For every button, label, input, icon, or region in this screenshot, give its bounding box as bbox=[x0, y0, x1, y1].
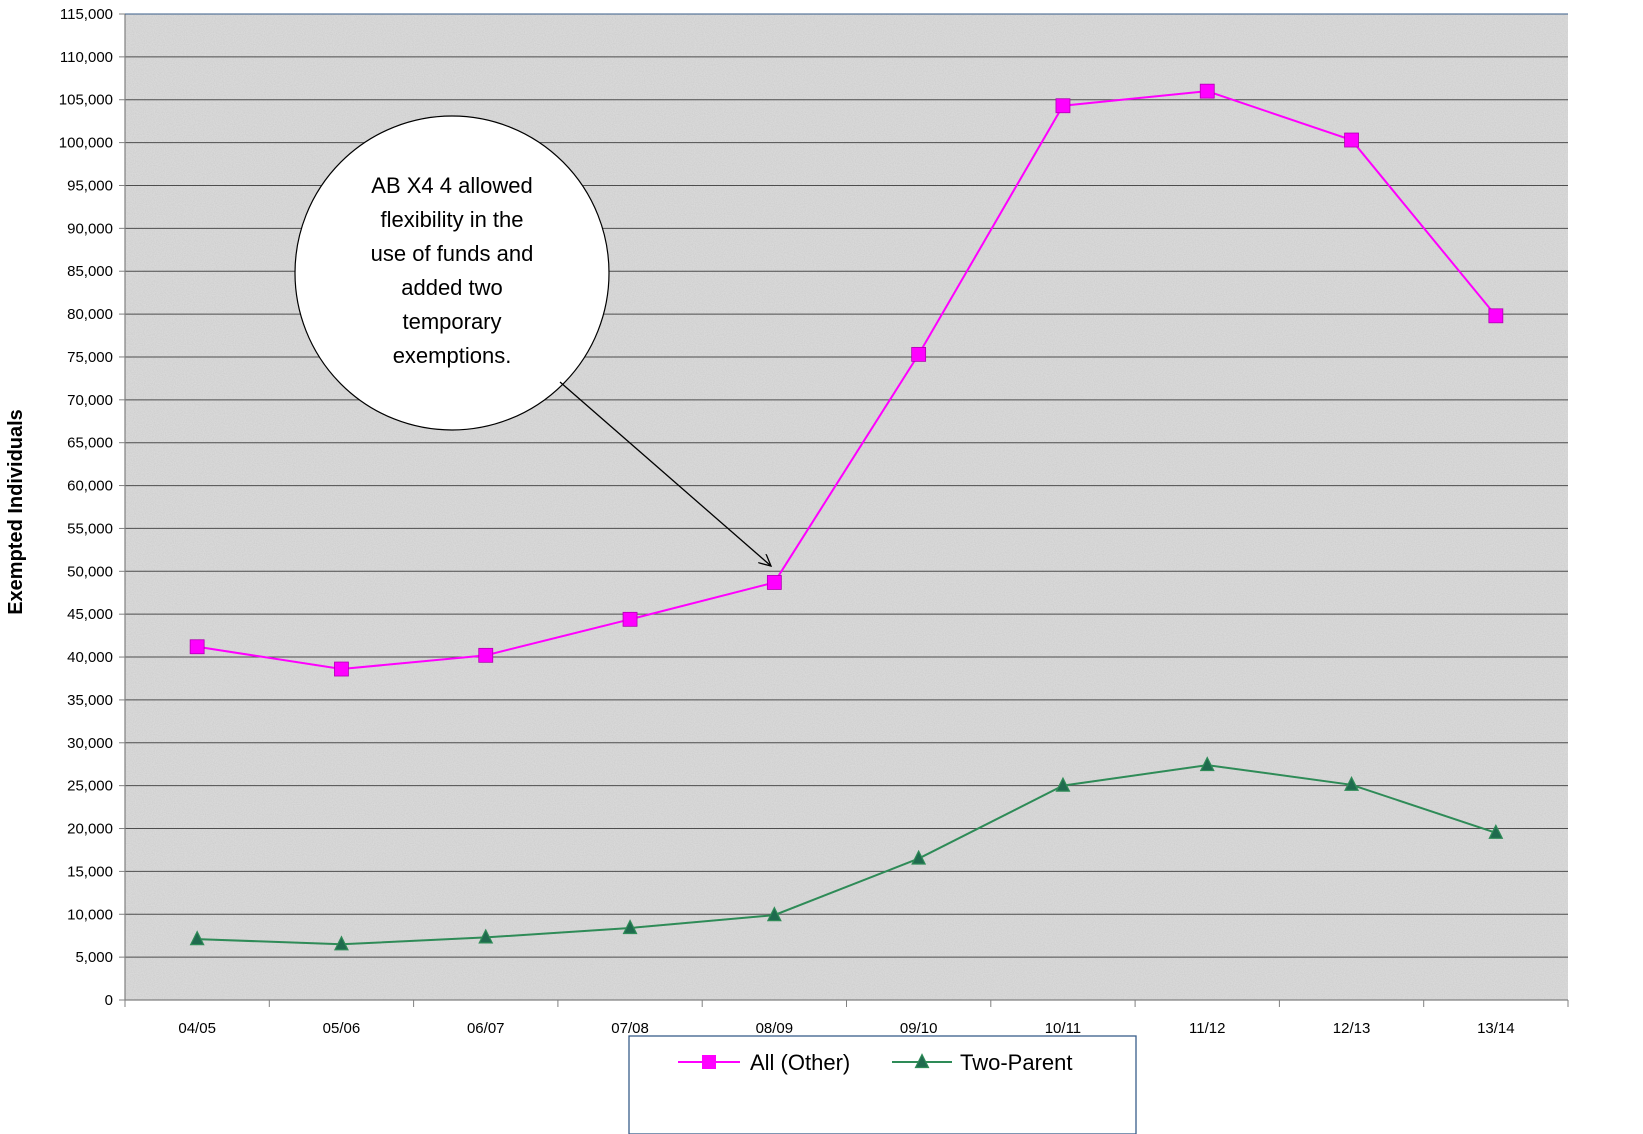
y-tick-label: 35,000 bbox=[67, 692, 113, 709]
data-point bbox=[766, 575, 782, 590]
legend-marker bbox=[914, 1053, 930, 1069]
y-tick-label: 85,000 bbox=[67, 263, 113, 280]
legend-label: All (Other) bbox=[750, 1050, 850, 1075]
callout-bubble bbox=[294, 115, 610, 431]
data-point bbox=[334, 661, 349, 677]
x-tick-label: 13/14 bbox=[1477, 1020, 1515, 1037]
x-tick-label: 11/12 bbox=[1189, 1020, 1225, 1037]
y-tick-label: 60,000 bbox=[67, 478, 113, 495]
y-tick-label: 70,000 bbox=[67, 392, 113, 409]
x-tick-label: 08/09 bbox=[756, 1020, 794, 1037]
y-tick-label: 100,000 bbox=[59, 135, 113, 152]
data-point bbox=[1344, 775, 1360, 791]
data-point bbox=[1488, 308, 1504, 324]
callout-text-line: use of funds and bbox=[371, 241, 534, 266]
y-tick-label: 55,000 bbox=[67, 520, 113, 537]
callout-text-line: AB X4 4 allowed bbox=[371, 173, 532, 198]
y-tick-label: 25,000 bbox=[67, 778, 113, 795]
data-point bbox=[622, 919, 638, 935]
callout-text-line: temporary bbox=[402, 309, 501, 334]
annotation-callout: AB X4 4 allowed flexibility in the use of … bbox=[294, 115, 771, 566]
y-tick-label: 115,000 bbox=[60, 6, 113, 23]
x-tick-label: 07/08 bbox=[611, 1020, 649, 1037]
y-axis-title: Exempted Individuals bbox=[5, 409, 27, 615]
x-tick-label: 06/07 bbox=[467, 1020, 505, 1037]
x-tick-label: 09/10 bbox=[900, 1020, 938, 1037]
data-point bbox=[622, 611, 638, 627]
x-tick-label: 04/05 bbox=[178, 1020, 216, 1037]
legend-item-1: Two-Parent bbox=[892, 1050, 1073, 1075]
y-tick-label: 0 bbox=[105, 992, 113, 1009]
series-line bbox=[196, 90, 1497, 671]
data-point bbox=[1199, 756, 1215, 772]
data-point bbox=[189, 930, 205, 946]
y-tick-label: 15,000 bbox=[67, 863, 113, 880]
callout-text-line: exemptions. bbox=[393, 343, 512, 368]
y-tick-label: 95,000 bbox=[67, 177, 113, 194]
data-point bbox=[189, 639, 205, 655]
data-point bbox=[478, 647, 494, 663]
legend: All (Other) Two-Parent bbox=[628, 1035, 1137, 1134]
y-tick-label: 10,000 bbox=[67, 906, 113, 923]
y-tick-label: 90,000 bbox=[67, 220, 113, 237]
y-axis-ticks: 0 5,000 10,000 15,000 20,000 25,000 30,000 35,0… bbox=[59, 6, 125, 1009]
y-tick-label: 20,000 bbox=[67, 821, 113, 838]
data-point bbox=[911, 346, 927, 362]
callout-text-line: flexibility in the bbox=[380, 207, 523, 232]
data-point bbox=[1055, 776, 1071, 792]
data-point bbox=[1488, 823, 1504, 839]
data-point bbox=[478, 928, 494, 944]
y-tick-label: 80,000 bbox=[67, 306, 113, 323]
data-point bbox=[1344, 132, 1359, 148]
y-tick-label: 45,000 bbox=[67, 606, 113, 623]
y-tick-label: 50,000 bbox=[67, 563, 113, 580]
legend-label: Two-Parent bbox=[960, 1050, 1073, 1075]
y-tick-label: 105,000 bbox=[59, 92, 113, 109]
y-tick-label: 30,000 bbox=[67, 735, 113, 752]
y-tick-label: 75,000 bbox=[67, 349, 113, 366]
x-axis-ticks: 04/05 05/06 06/07 07/08 08/09 09/10 10/11 11/12… bbox=[124, 1000, 1569, 1037]
legend-marker bbox=[702, 1055, 716, 1069]
callout-text-line: added two bbox=[401, 275, 503, 300]
y-tick-label: 110,000 bbox=[60, 49, 113, 66]
y-tick-label: 65,000 bbox=[67, 435, 113, 452]
y-tick-label: 40,000 bbox=[67, 649, 113, 666]
callout-arrow bbox=[559, 381, 771, 566]
y-tick-label: 5,000 bbox=[75, 949, 113, 966]
legend-item-0: All (Other) bbox=[678, 1050, 850, 1075]
series-1 bbox=[189, 756, 1504, 951]
x-tick-label: 12/13 bbox=[1333, 1020, 1371, 1037]
x-tick-label: 10/11 bbox=[1045, 1020, 1081, 1037]
x-tick-label: 05/06 bbox=[323, 1020, 361, 1037]
series-line bbox=[197, 764, 1497, 946]
data-point bbox=[333, 935, 349, 951]
legend-box bbox=[628, 1035, 1137, 1134]
data-point bbox=[1055, 98, 1071, 114]
series-0 bbox=[189, 83, 1504, 677]
data-point bbox=[766, 906, 782, 922]
data-point bbox=[1199, 83, 1215, 99]
series-layer bbox=[189, 83, 1504, 951]
data-point bbox=[911, 849, 927, 865]
